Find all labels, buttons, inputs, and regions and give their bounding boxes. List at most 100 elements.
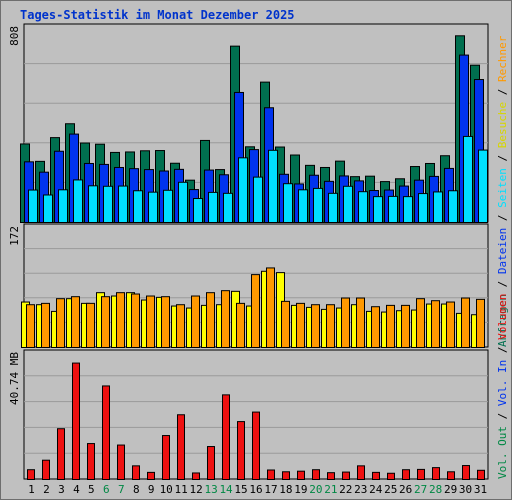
bar-volumen-day-3 xyxy=(57,428,65,480)
bar-volumen-day-10 xyxy=(162,435,170,481)
bar-seiten-day-5 xyxy=(88,185,98,223)
bar-volumen-day-22 xyxy=(342,471,350,480)
bar-seiten-day-2 xyxy=(43,194,53,224)
y-axis-max-label-volume: 40.74 MB xyxy=(8,352,21,405)
x-axis-label-day-24: 24 xyxy=(369,483,383,496)
bar-seiten-day-25 xyxy=(388,195,398,223)
bar-rechner-day-15 xyxy=(236,302,245,349)
bar-volumen-day-1 xyxy=(27,469,35,480)
bar-volumen-day-21 xyxy=(327,472,335,481)
legend-bottom-entry-1: Vol. Out xyxy=(496,426,509,479)
x-axis-label-day-15: 15 xyxy=(234,483,247,496)
bar-rechner-day-11 xyxy=(176,304,185,348)
bar-rechner-day-16 xyxy=(251,274,260,349)
bar-seiten-day-6 xyxy=(103,185,113,223)
bar-seiten-day-4 xyxy=(73,179,83,224)
bar-seiten-day-10 xyxy=(163,189,173,223)
bar-seiten-day-3 xyxy=(58,189,68,224)
chart-title: Tages-Statistik im Monat Dezember 2025 xyxy=(20,8,295,22)
bar-rechner-day-1 xyxy=(26,304,35,348)
legend-top-entry-6: / xyxy=(496,148,509,168)
bar-volumen-day-30 xyxy=(462,465,470,480)
bar-volumen-day-16 xyxy=(252,411,260,480)
bar-volumen-day-7 xyxy=(117,444,125,480)
bar-volumen-day-29 xyxy=(447,471,455,481)
x-axis-label-day-26: 26 xyxy=(399,483,412,496)
bar-volumen-day-8 xyxy=(132,465,140,480)
bar-seiten-day-12 xyxy=(193,198,203,223)
bar-volumen-day-15 xyxy=(237,421,245,481)
bar-seiten-day-7 xyxy=(118,185,128,224)
legend-bottom: Vol. Out / Vol. In / Volumen xyxy=(496,294,509,479)
bar-seiten-day-9 xyxy=(148,191,158,224)
bar-rechner-day-29 xyxy=(446,301,455,348)
bar-rechner-day-17 xyxy=(266,267,275,348)
bar-seiten-day-13 xyxy=(208,191,218,223)
bar-volumen-day-13 xyxy=(207,446,215,481)
legend-bottom-entry-3: Vol. In xyxy=(496,360,509,406)
y-axis-max-label-visits: 172 xyxy=(8,226,21,246)
bar-volumen-day-2 xyxy=(42,459,50,480)
legend-top-entry-3: Dateien xyxy=(496,228,509,274)
bar-seiten-day-31 xyxy=(478,149,488,224)
bar-seiten-day-27 xyxy=(418,193,428,224)
bar-rechner-day-8 xyxy=(131,293,140,348)
bar-volumen-day-6 xyxy=(102,385,110,480)
bar-seiten-day-21 xyxy=(328,192,338,223)
bar-volumen-day-12 xyxy=(192,472,200,480)
bar-rechner-day-20 xyxy=(311,304,320,348)
x-axis-label-day-4: 4 xyxy=(73,483,80,496)
bar-volumen-day-14 xyxy=(222,394,230,480)
bar-volumen-day-11 xyxy=(177,414,185,480)
bar-volumen-day-23 xyxy=(357,465,365,480)
bar-seiten-day-19 xyxy=(298,189,308,224)
bar-seiten-day-16 xyxy=(253,176,263,223)
bar-rechner-day-2 xyxy=(41,302,50,349)
bar-volumen-day-4 xyxy=(72,362,80,480)
x-axis-label-day-5: 5 xyxy=(88,483,95,496)
x-axis-label-day-1: 1 xyxy=(28,483,35,496)
bar-seiten-day-15 xyxy=(238,157,248,223)
bar-volumen-day-27 xyxy=(417,468,425,481)
x-axis-label-day-12: 12 xyxy=(190,483,203,496)
bar-volumen-day-9 xyxy=(147,471,155,480)
bar-volumen-day-17 xyxy=(267,469,275,480)
x-axis-label-day-20: 20 xyxy=(309,483,322,496)
bar-rechner-day-28 xyxy=(431,300,440,348)
bar-volumen-day-28 xyxy=(432,467,440,480)
legend-bottom-entry-2: / xyxy=(496,406,509,426)
bar-seiten-day-24 xyxy=(373,196,383,224)
bar-rechner-day-13 xyxy=(206,292,215,348)
bar-volumen-day-24 xyxy=(372,471,380,480)
legend-top-entry-7: Besuche xyxy=(496,102,509,148)
bar-rechner-day-14 xyxy=(221,290,230,349)
x-axis-label-day-16: 16 xyxy=(249,483,262,496)
x-axis-label-day-11: 11 xyxy=(175,483,188,496)
bar-seiten-day-29 xyxy=(448,190,458,223)
bar-volumen-day-5 xyxy=(87,443,95,480)
bar-rechner-day-23 xyxy=(356,297,365,348)
bar-rechner-day-3 xyxy=(56,298,65,349)
x-axis-label-day-31: 31 xyxy=(474,483,487,496)
x-axis-label-day-27: 27 xyxy=(414,483,427,496)
bar-seiten-day-26 xyxy=(403,196,413,224)
bar-seiten-day-18 xyxy=(283,183,293,224)
bar-rechner-day-6 xyxy=(101,296,110,348)
x-axis-label-day-22: 22 xyxy=(339,483,352,496)
bar-rechner-day-10 xyxy=(161,296,170,348)
bar-rechner-day-12 xyxy=(191,295,200,349)
bar-seiten-day-20 xyxy=(313,187,323,224)
x-axis-label-day-25: 25 xyxy=(384,483,397,496)
bar-seiten-day-23 xyxy=(358,191,368,223)
bar-rechner-day-26 xyxy=(401,304,410,348)
legend-top-entry-8: / xyxy=(496,82,509,102)
x-axis-label-day-18: 18 xyxy=(279,483,292,496)
bar-seiten-day-1 xyxy=(28,189,38,223)
x-axis-label-day-6: 6 xyxy=(103,483,110,496)
bar-volumen-day-25 xyxy=(387,472,395,480)
bar-seiten-day-22 xyxy=(343,185,353,223)
legend-top-entry-2: / xyxy=(496,274,509,294)
x-axis-label-day-14: 14 xyxy=(219,483,233,496)
x-axis-label-day-9: 9 xyxy=(148,483,155,496)
